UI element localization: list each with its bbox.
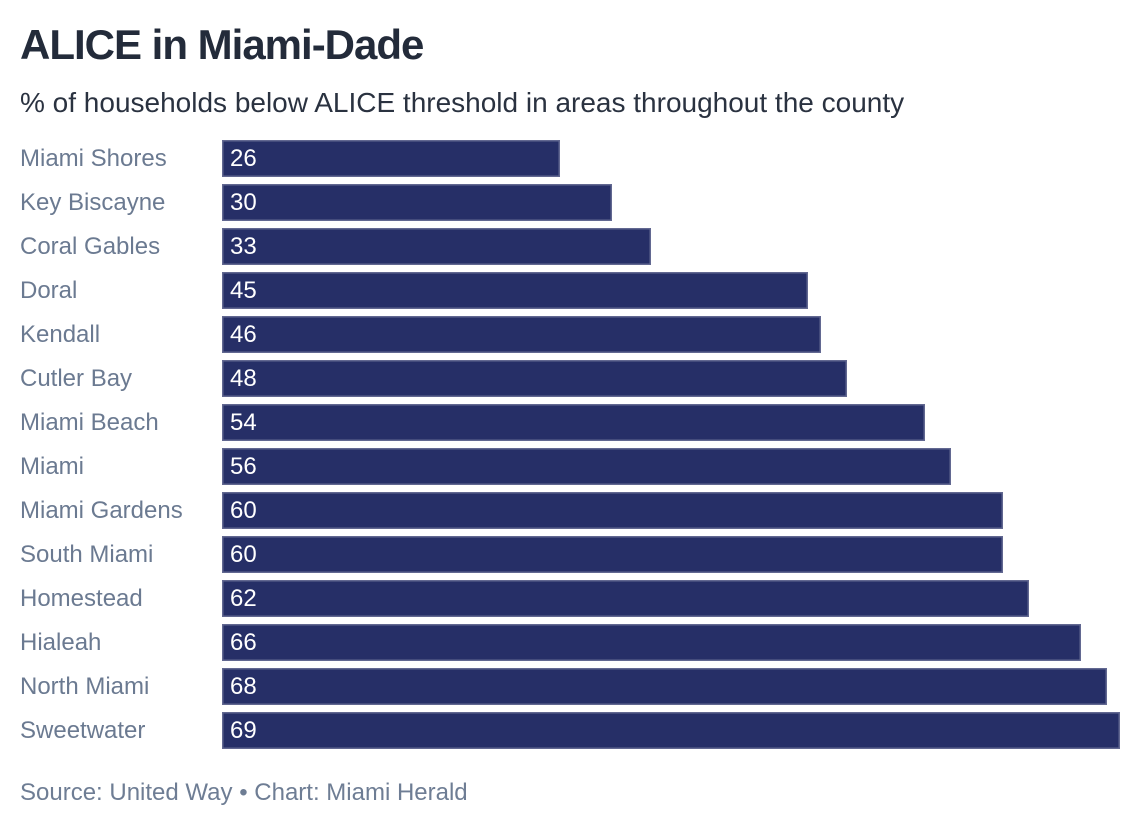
bar-row: Miami Gardens 60 [20, 491, 1120, 529]
bar-row: Miami Shores 26 [20, 139, 1120, 177]
bar-value-label: 56 [230, 452, 257, 480]
bar-value-label: 62 [230, 584, 257, 612]
source-attribution: Source: United Way • Chart: Miami Herald [20, 778, 468, 806]
bar-value-label: 46 [230, 320, 257, 348]
bar-row: Doral 45 [20, 271, 1120, 309]
bar-track: 54 [222, 403, 1120, 441]
bar-track: 62 [222, 579, 1120, 617]
bar-value-label: 45 [230, 276, 257, 304]
bar[interactable]: 33 [222, 227, 652, 265]
bar-value-label: 66 [230, 628, 257, 656]
bar-track: 46 [222, 315, 1120, 353]
bar-value-label: 69 [230, 716, 257, 744]
category-label: Cutler Bay [20, 364, 133, 392]
bar-track: 66 [222, 623, 1120, 661]
category-label: Hialeah [20, 628, 102, 656]
bar-row: Cutler Bay 48 [20, 359, 1120, 397]
bar-row: Homestead 62 [20, 579, 1120, 617]
bar-row: Miami 56 [20, 447, 1120, 485]
bar[interactable]: 60 [222, 491, 1003, 529]
bar-row: Miami Beach 54 [20, 403, 1120, 441]
category-label: South Miami [20, 540, 154, 568]
bar[interactable]: 48 [222, 359, 847, 397]
bar-value-label: 60 [230, 540, 257, 568]
bar-value-label: 60 [230, 496, 257, 524]
bar-track: 30 [222, 183, 1120, 221]
bar[interactable]: 26 [222, 139, 561, 177]
bar-value-label: 26 [230, 144, 257, 172]
bar-value-label: 68 [230, 672, 257, 700]
category-label: Sweetwater [20, 716, 146, 744]
bar-row: Coral Gables 33 [20, 227, 1120, 265]
bar-track: 48 [222, 359, 1120, 397]
bar-row: North Miami 68 [20, 667, 1120, 705]
category-label: Homestead [20, 584, 143, 612]
bar[interactable]: 62 [222, 579, 1029, 617]
bar-track: 68 [222, 667, 1120, 705]
category-label: Coral Gables [20, 232, 161, 260]
bar-value-label: 33 [230, 232, 257, 260]
bar-track: 33 [222, 227, 1120, 265]
bar-track: 45 [222, 271, 1120, 309]
bar[interactable]: 60 [222, 535, 1003, 573]
bar-track: 69 [222, 711, 1120, 749]
chart-title: ALICE in Miami-Dade [20, 21, 424, 68]
bar-track: 60 [222, 535, 1120, 573]
bar-chart: Miami Shores 26 Key Biscayne 30 Coral Ga… [20, 139, 1120, 749]
bar-value-label: 48 [230, 364, 257, 392]
bar[interactable]: 69 [222, 711, 1120, 749]
bar[interactable]: 30 [222, 183, 613, 221]
bar-row: Kendall 46 [20, 315, 1120, 353]
bar-track: 60 [222, 491, 1120, 529]
category-label: North Miami [20, 672, 150, 700]
chart-subtitle: % of households below ALICE threshold in… [20, 87, 905, 118]
bar[interactable]: 54 [222, 403, 925, 441]
bar-row: Key Biscayne 30 [20, 183, 1120, 221]
bar-value-label: 30 [230, 188, 257, 216]
bar[interactable]: 45 [222, 271, 808, 309]
category-label: Miami Beach [20, 408, 159, 436]
bar[interactable]: 68 [222, 667, 1107, 705]
bar[interactable]: 56 [222, 447, 951, 485]
category-label: Miami Shores [20, 144, 167, 172]
category-label: Kendall [20, 320, 101, 348]
bar-row: South Miami 60 [20, 535, 1120, 573]
category-label: Key Biscayne [20, 188, 166, 216]
bar[interactable]: 46 [222, 315, 821, 353]
category-label: Doral [20, 276, 78, 304]
bar[interactable]: 66 [222, 623, 1081, 661]
bar-track: 26 [222, 139, 1120, 177]
bar-row: Sweetwater 69 [20, 711, 1120, 749]
category-label: Miami Gardens [20, 496, 183, 524]
bar-value-label: 54 [230, 408, 257, 436]
bar-row: Hialeah 66 [20, 623, 1120, 661]
category-label: Miami [20, 452, 84, 480]
bar-track: 56 [222, 447, 1120, 485]
